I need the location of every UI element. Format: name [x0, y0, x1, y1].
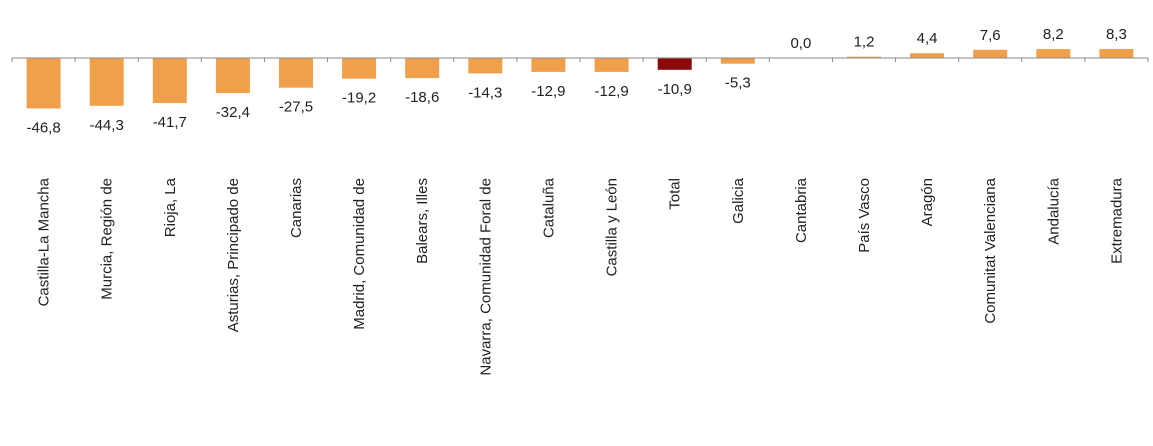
bar-murcia-region-de [89, 58, 124, 106]
category-label-castilla-y-leon: Castilla y León [604, 178, 621, 276]
category-label-castilla-la-mancha: Castilla-La Mancha [36, 177, 53, 306]
category-label-navarra-comunidad-foral-de: Navarra, Comunidad Foral de [477, 178, 494, 376]
value-label-balears-illes: -18,6 [405, 89, 439, 106]
value-label-madrid-comunidad-de: -19,2 [342, 90, 376, 107]
bar-andalucia [1036, 49, 1071, 58]
bar-galicia [720, 58, 755, 64]
bar-canarias [279, 58, 313, 88]
bar-total [657, 58, 692, 70]
bar-pais-vasco [847, 56, 881, 58]
bar-castilla-y-leon [594, 58, 629, 72]
value-label-aragon: 4,4 [917, 30, 938, 47]
category-label-extremadura: Extremadura [1108, 177, 1125, 264]
value-label-cantabria: 0,0 [790, 35, 811, 52]
category-label-cantabria: Cantabria [793, 177, 810, 243]
bar-balears-illes [405, 58, 440, 79]
value-label-rioja-la: -41,7 [153, 114, 187, 131]
bar-extremadura [1099, 49, 1134, 58]
bars-layer [26, 49, 1134, 109]
x-axis-ticks [11, 58, 1149, 62]
bar-navarra-comunidad-foral-de [468, 58, 503, 74]
value-label-cataluna: -12,9 [531, 83, 565, 100]
bar-comunitat-valenciana [973, 49, 1008, 58]
category-label-madrid-comunidad-de: Madrid, Comunidad de [351, 178, 368, 330]
value-label-asturias-principado-de: -32,4 [216, 104, 250, 121]
value-label-extremadura: 8,3 [1106, 26, 1127, 43]
category-label-cataluna: Cataluña [540, 177, 557, 238]
value-label-canarias: -27,5 [279, 99, 313, 116]
value-label-castilla-y-leon: -12,9 [594, 83, 628, 100]
category-labels: Castilla-La Mancha Murcia, Región de Rioja… [36, 177, 1126, 375]
bar-rioja-la [152, 58, 187, 103]
category-label-rioja-la: Rioja, La [162, 177, 179, 237]
category-label-canarias: Canarias [288, 178, 305, 238]
value-label-navarra-comunidad-foral-de: -14,3 [468, 84, 502, 101]
value-label-andalucia: 8,2 [1043, 26, 1064, 43]
value-labels: -46,8 -44,3 -41,7 -32,4 -27,5 -19,2 -18,6 -14,3… [26, 26, 1126, 137]
bar-asturias-principado-de [215, 58, 250, 93]
bar-aragon [910, 53, 945, 58]
bar-cataluna [531, 58, 566, 72]
value-label-murcia-region-de: -44,3 [90, 117, 124, 134]
category-label-balears-illes: Balears, Illes [414, 178, 431, 264]
value-label-galicia: -5,3 [725, 75, 751, 92]
value-label-total: -10,9 [658, 81, 692, 98]
bar-castilla-la-mancha [26, 58, 61, 109]
category-label-aragon: Aragón [919, 178, 936, 226]
category-label-total: Total [667, 178, 684, 210]
bar-madrid-comunidad-de [342, 58, 377, 79]
category-label-galicia: Galicia [730, 177, 747, 224]
category-label-pais-vasco: País Vasco [856, 178, 873, 253]
value-label-castilla-la-mancha: -46,8 [26, 120, 60, 137]
category-label-andalucia: Andalucía [1045, 177, 1062, 244]
category-label-murcia-region-de: Murcia, Región de [99, 178, 116, 300]
value-label-pais-vasco: 1,2 [854, 34, 875, 51]
value-label-comunitat-valenciana: 7,6 [980, 27, 1001, 44]
category-label-comunitat-valenciana: Comunitat Valenciana [982, 177, 999, 323]
category-label-asturias-principado-de: Asturias, Principado de [225, 178, 242, 332]
